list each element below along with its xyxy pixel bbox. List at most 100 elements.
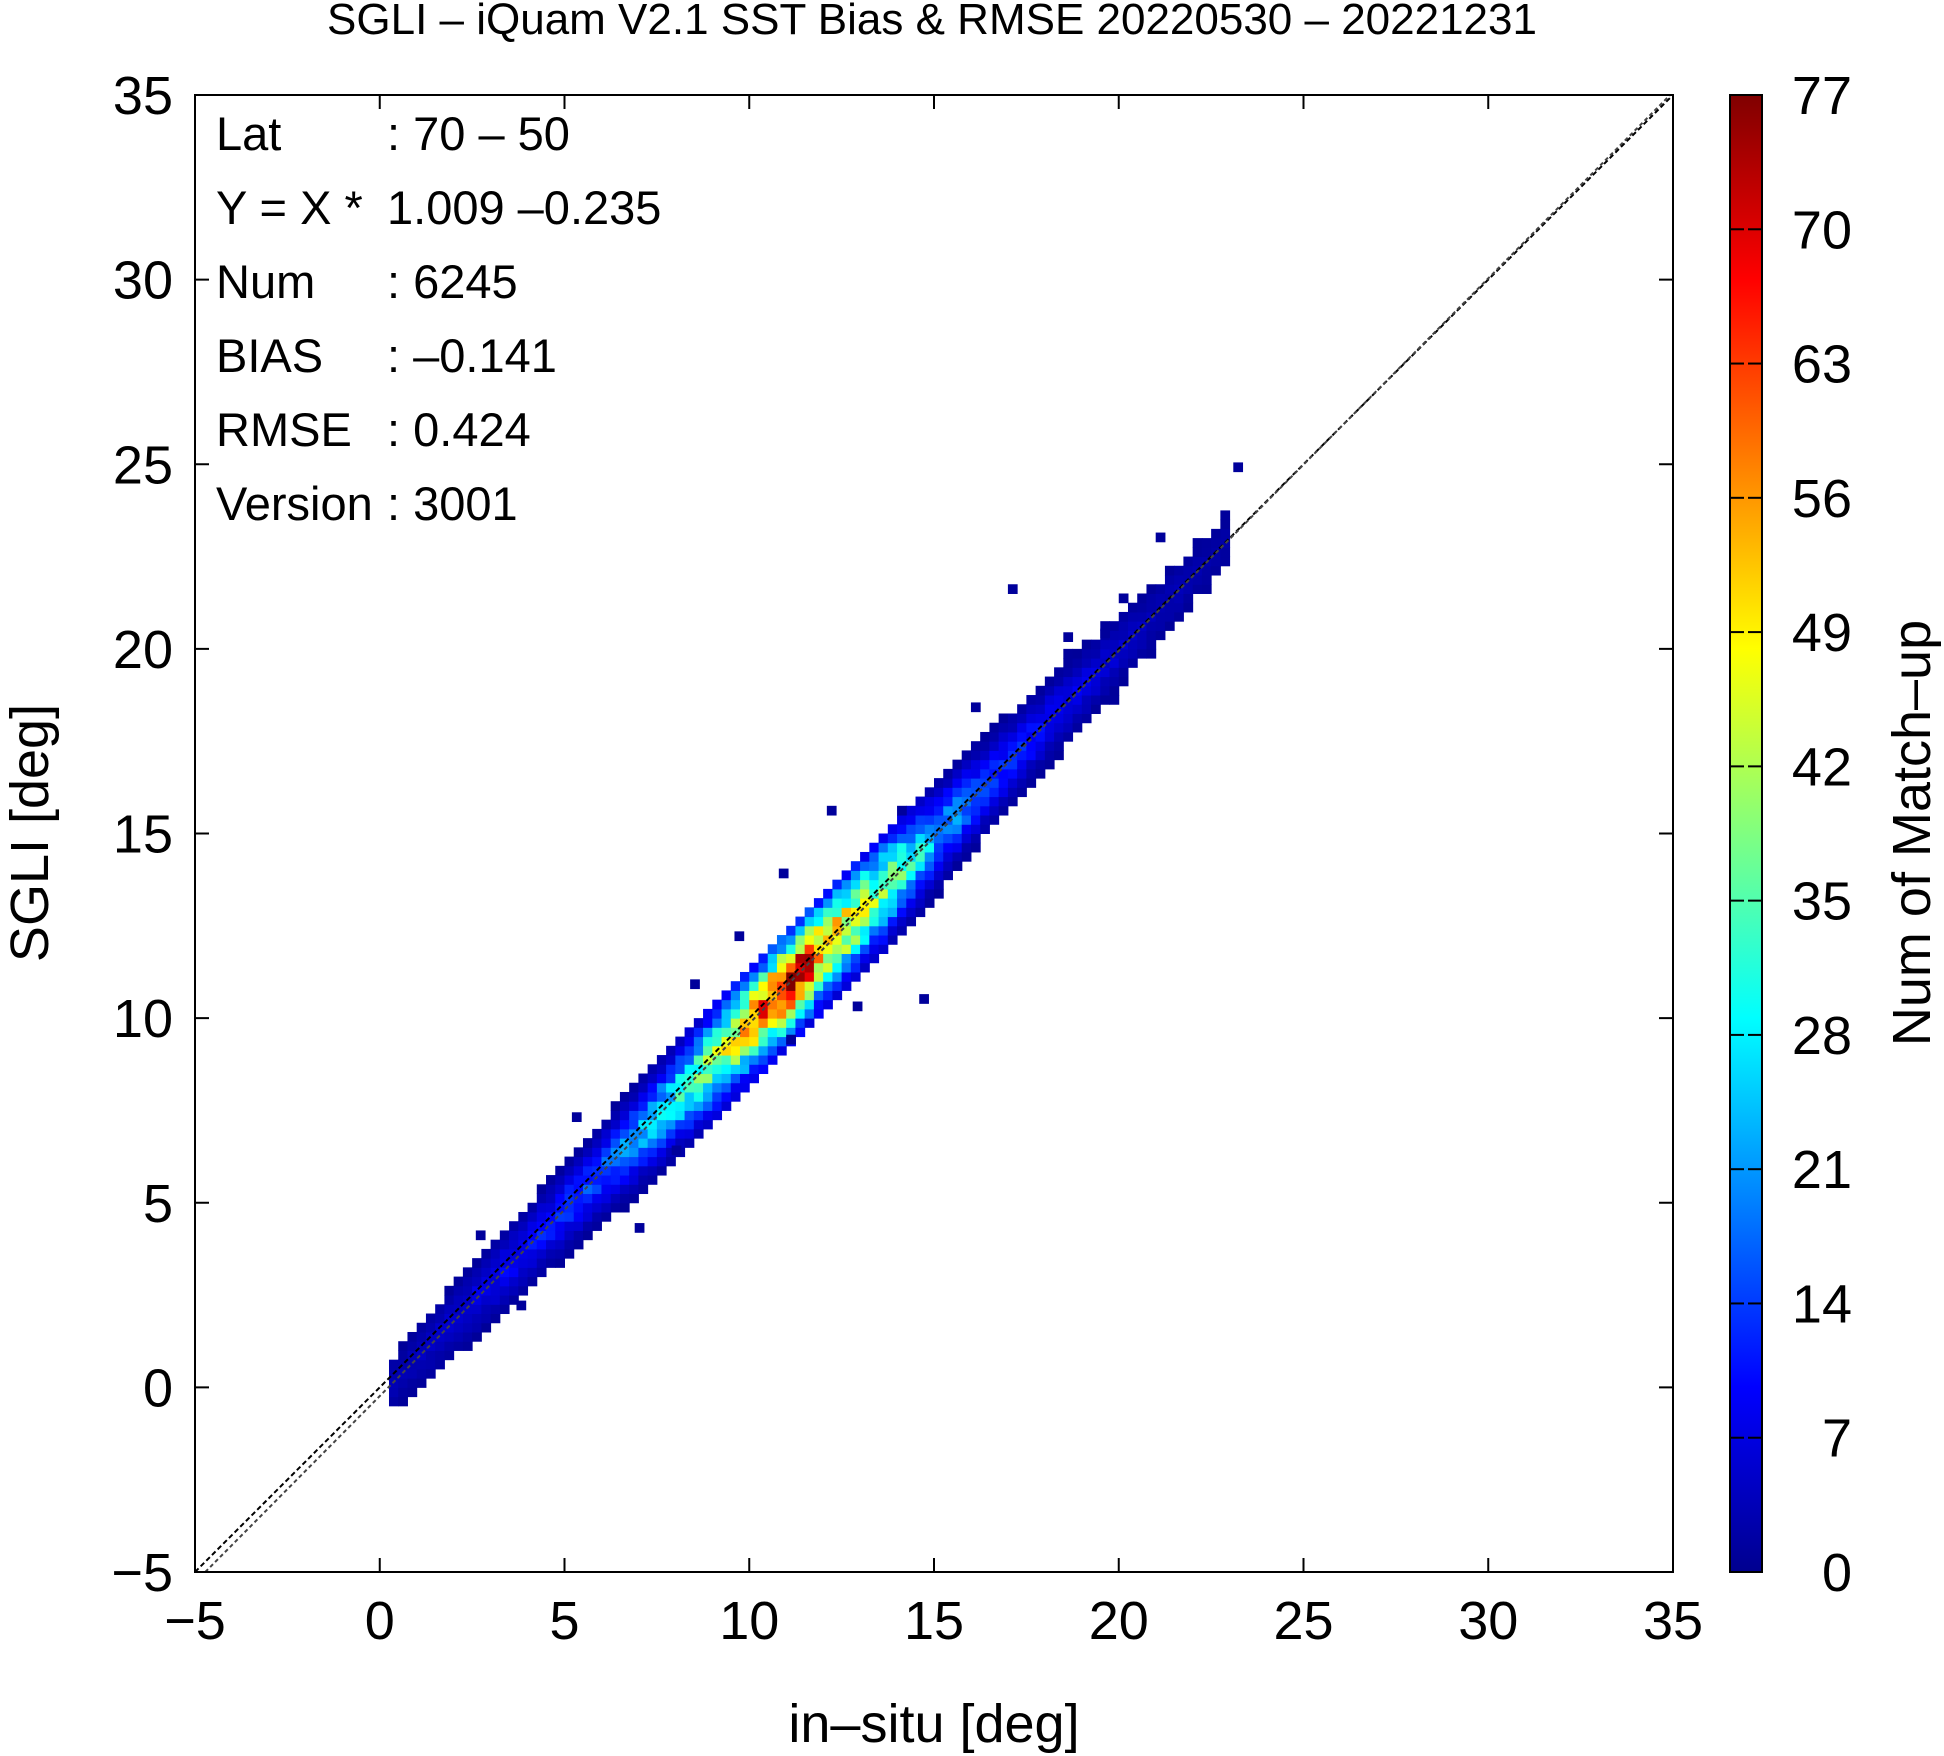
heatmap-cell <box>518 1276 529 1287</box>
heatmap-cell <box>980 787 990 798</box>
heatmap-cell <box>398 1387 408 1398</box>
heatmap-cell <box>943 768 953 779</box>
heatmap-cell <box>444 1313 455 1324</box>
stat-value: : –0.141 <box>387 329 557 382</box>
heatmap-cell <box>1072 713 1083 724</box>
heatmap-cell <box>823 962 833 973</box>
heatmap-cell <box>721 1082 732 1093</box>
heatmap-cell <box>462 1322 473 1333</box>
heatmap-cell <box>629 1165 639 1176</box>
heatmap-cell <box>647 1082 658 1093</box>
heatmap-cell <box>656 1119 667 1130</box>
heatmap-cell <box>795 916 806 927</box>
heatmap-cell <box>407 1341 418 1351</box>
heatmap-cell <box>462 1276 473 1287</box>
heatmap-cell <box>1220 556 1231 567</box>
heatmap-cell <box>647 1175 658 1185</box>
heatmap-cell <box>887 888 898 899</box>
heatmap-cell <box>1026 759 1037 770</box>
heatmap-cell <box>1146 593 1157 604</box>
heatmap-cell <box>1137 648 1147 659</box>
heatmap-cell <box>1072 667 1083 678</box>
heatmap-cell <box>592 1156 602 1167</box>
heatmap-cell <box>758 1045 769 1056</box>
heatmap-cell <box>490 1295 501 1305</box>
heatmap-cell <box>1174 565 1184 576</box>
heatmap-cell <box>499 1258 510 1268</box>
heatmap-cell <box>712 1073 723 1084</box>
heatmap-cell <box>943 842 953 853</box>
heatmap-cell <box>1007 731 1018 742</box>
heatmap-cell <box>610 1202 621 1213</box>
heatmap-cell <box>1109 658 1120 668</box>
heatmap-cell <box>582 1230 593 1241</box>
heatmap-cell <box>841 935 852 945</box>
heatmap-cell <box>1091 695 1101 705</box>
heatmap-cell <box>610 1110 621 1121</box>
heatmap-cell <box>675 1128 686 1139</box>
heatmap-cell <box>703 1045 713 1056</box>
stat-value: : 0.424 <box>387 403 531 456</box>
heatmap-cell <box>924 824 935 834</box>
heatmap-cell <box>1026 741 1037 751</box>
heatmap-cell <box>1091 685 1101 696</box>
heatmap-cell <box>749 1064 759 1075</box>
heatmap-cell <box>536 1193 547 1204</box>
heatmap-cell <box>1044 722 1055 733</box>
heatmap-cell <box>1072 685 1083 696</box>
heatmap-cell <box>823 898 833 908</box>
heatmap-cell <box>730 981 741 991</box>
heatmap-outlier-cell <box>571 1112 582 1123</box>
heatmap-cell <box>666 1119 676 1130</box>
heatmap-cell <box>453 1322 464 1333</box>
heatmap-cell <box>989 778 1000 788</box>
heatmap-cell <box>721 1008 732 1019</box>
heatmap-cell <box>647 1119 658 1130</box>
heatmap-cell <box>638 1156 649 1167</box>
heatmap-cell <box>656 1082 667 1093</box>
heatmap-cell <box>730 1036 741 1047</box>
heatmap-cell <box>906 870 917 881</box>
heatmap-cell <box>592 1138 602 1148</box>
colorbar-tick-label: 0 <box>1822 1543 1852 1603</box>
heatmap-cell <box>776 1027 787 1038</box>
x-tick-label: 10 <box>719 1591 779 1651</box>
heatmap-cell <box>804 1018 815 1028</box>
heatmap-cell <box>693 1045 704 1056</box>
heatmap-cell <box>841 962 852 973</box>
heatmap-cell <box>1201 584 1212 594</box>
heatmap-cell <box>573 1165 584 1176</box>
heatmap-cell <box>619 1147 630 1158</box>
heatmap-cell <box>601 1147 612 1158</box>
heatmap-cell <box>666 1101 676 1111</box>
heatmap-cell <box>758 1064 769 1075</box>
heatmap-outlier-cell <box>1233 462 1244 473</box>
heatmap-cell <box>1192 584 1203 594</box>
heatmap-cell <box>998 768 1009 779</box>
heatmap-cell <box>527 1248 538 1259</box>
heatmap-cell <box>740 1045 750 1056</box>
heatmap-cell <box>906 833 917 844</box>
heatmap-cell <box>1109 639 1120 650</box>
heatmap-cell <box>490 1248 501 1259</box>
heatmap-cell <box>656 1147 667 1158</box>
colorbar-tick-label: 21 <box>1792 1140 1852 1200</box>
heatmap-cell <box>629 1082 639 1093</box>
heatmap-cell <box>906 805 917 816</box>
heatmap-cell <box>629 1101 639 1111</box>
heatmap-cell <box>970 741 981 751</box>
heatmap-cell <box>444 1295 455 1305</box>
heatmap-cell <box>1035 704 1046 714</box>
heatmap-cell <box>619 1184 630 1195</box>
heatmap-cell <box>444 1341 455 1351</box>
heatmap-cell <box>536 1230 547 1241</box>
heatmap-cell <box>1072 722 1083 733</box>
heatmap-cell <box>897 870 907 881</box>
heatmap-cell <box>980 750 990 761</box>
heatmap-cell <box>832 944 843 954</box>
heatmap-cell <box>518 1221 529 1231</box>
heatmap-cell <box>1017 704 1027 714</box>
heatmap-cell <box>675 1101 686 1111</box>
heatmap-cell <box>850 925 861 936</box>
heatmap-cell <box>776 1018 787 1028</box>
